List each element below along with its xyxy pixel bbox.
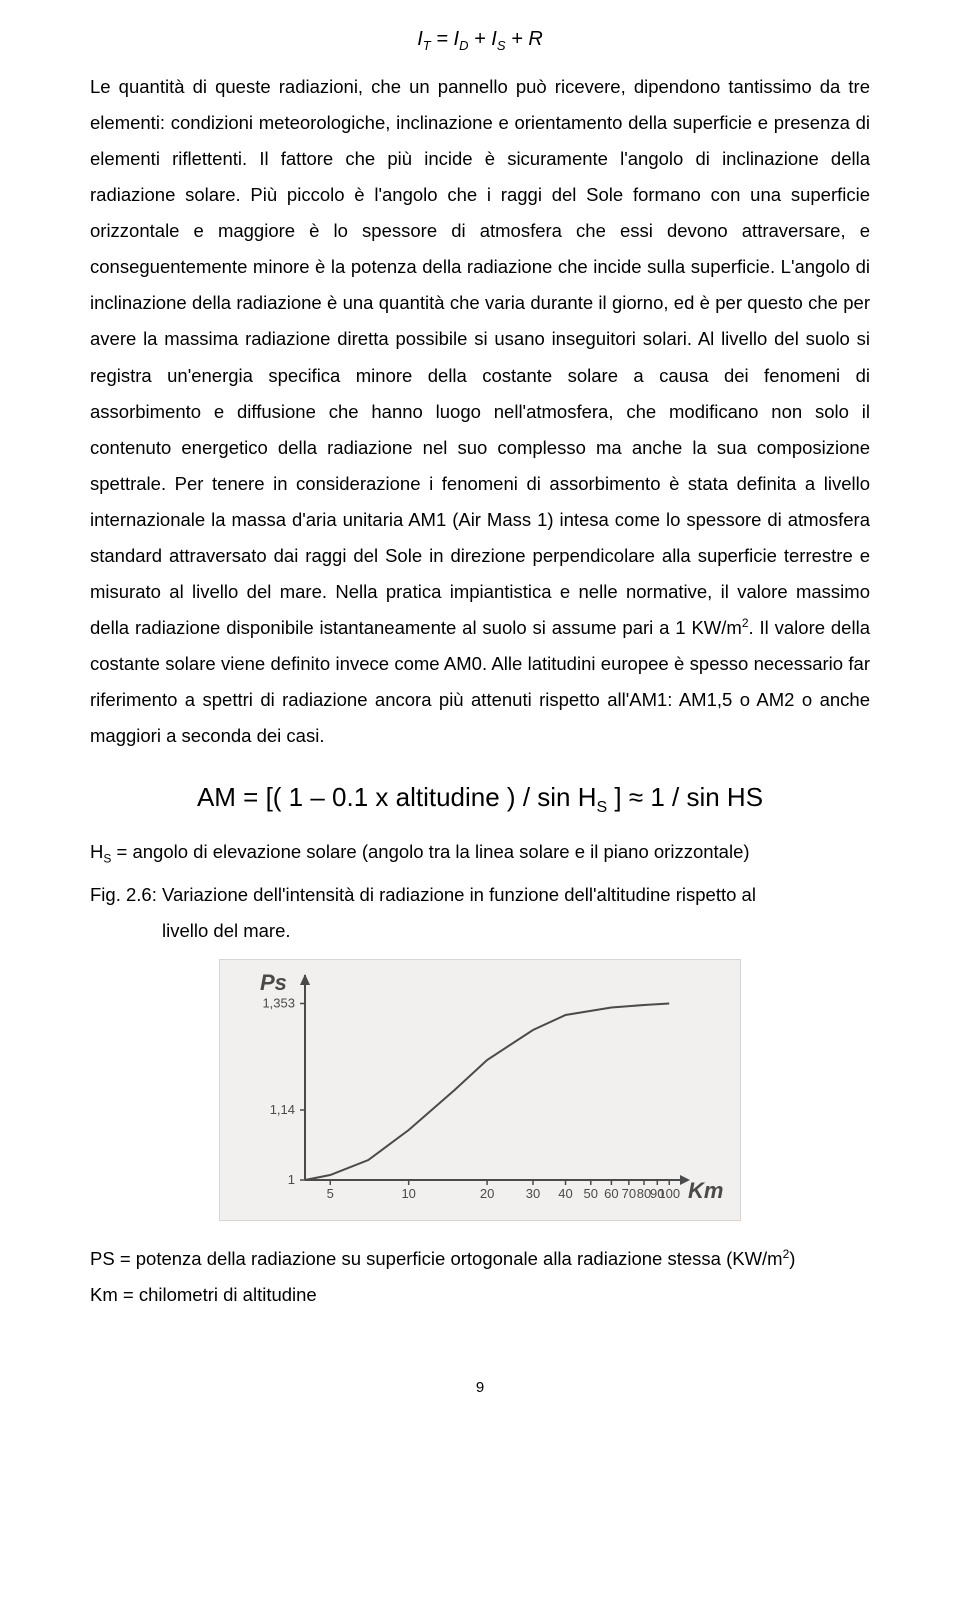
figure-caption-line2: livello del mare. (90, 913, 870, 949)
ps-post: ) (789, 1248, 795, 1269)
svg-text:1: 1 (288, 1172, 295, 1187)
svg-text:100: 100 (658, 1186, 680, 1201)
chart-svg: 11,141,3535102030405060708090100PsKm (220, 960, 740, 1220)
svg-text:1,353: 1,353 (262, 995, 295, 1010)
svg-text:20: 20 (480, 1186, 494, 1201)
eq-t1-sub: D (459, 38, 468, 53)
page-container: IT = ID + IS + R Le quantità di queste r… (0, 0, 960, 1442)
eq-plus1: + (474, 28, 491, 50)
svg-text:5: 5 (327, 1186, 334, 1201)
am-eq-sub: S (597, 799, 608, 816)
figure-caption-line1: Fig. 2.6: Variazione dell'intensità di r… (90, 877, 870, 913)
top-equation: IT = ID + IS + R (90, 20, 870, 59)
eq-t3: R (528, 28, 542, 50)
svg-text:30: 30 (526, 1186, 540, 1201)
svg-text:80: 80 (637, 1186, 651, 1201)
eq-equals: = (436, 28, 453, 50)
eq-plus2: + (511, 28, 528, 50)
svg-text:Ps: Ps (260, 970, 287, 995)
main-paragraph: Le quantità di queste radiazioni, che un… (90, 69, 870, 754)
km-definition: Km = chilometri di altitudine (90, 1277, 870, 1313)
ps-pre: PS = potenza della radiazione su superfi… (90, 1248, 783, 1269)
page-number: 9 (90, 1373, 870, 1402)
chart-container: 11,141,3535102030405060708090100PsKm (219, 959, 741, 1221)
ps-definition: PS = potenza della radiazione su superfi… (90, 1241, 870, 1277)
svg-text:10: 10 (401, 1186, 415, 1201)
am-eq-post: ] ≈ 1 / sin HS (607, 782, 763, 812)
svg-text:50: 50 (584, 1186, 598, 1201)
svg-text:40: 40 (558, 1186, 572, 1201)
am-equation: AM = [( 1 – 0.1 x altitudine ) / sin HS … (90, 772, 870, 823)
eq-lhs-sub: T (423, 38, 431, 53)
hs-post: = angolo di elevazione solare (angolo tr… (111, 841, 749, 862)
svg-text:Km: Km (688, 1178, 723, 1203)
hs-definition: HS = angolo di elevazione solare (angolo… (90, 834, 870, 871)
am-eq-pre: AM = [( 1 – 0.1 x altitudine ) / sin H (197, 782, 597, 812)
paragraph-part1: Le quantità di queste radiazioni, che un… (90, 76, 870, 638)
eq-t2-sub: S (497, 38, 506, 53)
svg-text:60: 60 (604, 1186, 618, 1201)
hs-pre: H (90, 841, 103, 862)
svg-text:1,14: 1,14 (270, 1102, 295, 1117)
paragraph-sup2: 2 (742, 616, 749, 630)
svg-text:70: 70 (622, 1186, 636, 1201)
